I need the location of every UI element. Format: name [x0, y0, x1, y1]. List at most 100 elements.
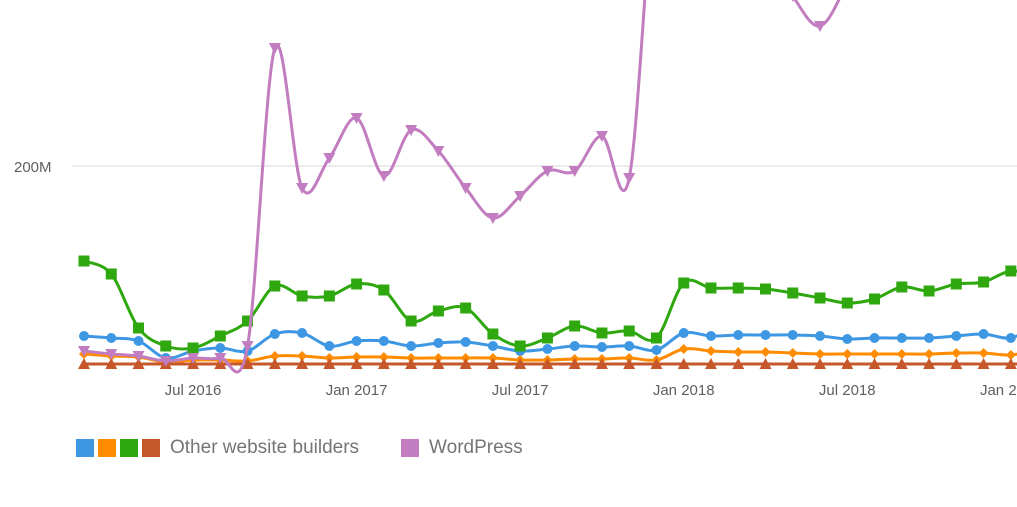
data-point-triangle-up[interactable]	[350, 358, 363, 369]
data-point-square[interactable]	[923, 285, 935, 297]
data-point-triangle-down[interactable]	[814, 21, 827, 32]
data-point-square[interactable]	[841, 297, 853, 309]
data-point-triangle-up[interactable]	[704, 358, 717, 369]
data-point-square[interactable]	[1005, 265, 1017, 277]
data-point-square[interactable]	[487, 328, 499, 340]
data-point-diamond[interactable]	[378, 352, 389, 362]
data-point-triangle-down[interactable]	[787, 0, 799, 2]
data-point-triangle-down[interactable]	[78, 346, 90, 357]
data-point-circle[interactable]	[651, 345, 662, 355]
data-point-diamond[interactable]	[787, 348, 798, 358]
data-point-diamond[interactable]	[297, 351, 308, 361]
data-point-circle[interactable]	[460, 337, 471, 347]
data-point-triangle-up[interactable]	[405, 358, 418, 369]
data-point-triangle-down[interactable]	[541, 166, 554, 177]
legend-item-other-website-builders[interactable]: Other website builders	[76, 437, 401, 459]
data-point-circle[interactable]	[624, 341, 635, 351]
data-point-square[interactable]	[514, 340, 526, 352]
data-point-triangle-down[interactable]	[323, 153, 336, 164]
data-point-triangle-up[interactable]	[950, 358, 963, 369]
data-point-triangle-down[interactable]	[459, 183, 472, 194]
data-point-triangle-up[interactable]	[105, 358, 118, 369]
data-point-diamond[interactable]	[815, 349, 826, 359]
data-point-diamond[interactable]	[842, 349, 853, 359]
data-point-triangle-up[interactable]	[977, 358, 990, 369]
data-point-triangle-down[interactable]	[377, 171, 390, 182]
data-point-square[interactable]	[650, 332, 662, 344]
data-point-triangle-down[interactable]	[432, 146, 445, 157]
data-point-triangle-up[interactable]	[923, 358, 936, 369]
data-point-square[interactable]	[242, 315, 254, 327]
data-point-square[interactable]	[541, 332, 553, 344]
data-point-square[interactable]	[187, 342, 199, 354]
data-point-triangle-up[interactable]	[568, 358, 581, 369]
legend-item-wordpress[interactable]: WordPress	[401, 437, 565, 459]
data-point-circle[interactable]	[896, 333, 907, 343]
data-point-triangle-up[interactable]	[268, 358, 281, 369]
data-point-triangle-up[interactable]	[786, 358, 799, 369]
data-point-circle[interactable]	[705, 331, 716, 341]
data-point-circle[interactable]	[569, 341, 580, 351]
data-point-triangle-down[interactable]	[105, 349, 118, 360]
data-point-square[interactable]	[269, 280, 281, 292]
data-point-triangle-up[interactable]	[1004, 358, 1017, 369]
data-point-triangle-down[interactable]	[132, 351, 145, 362]
data-point-diamond[interactable]	[896, 349, 907, 359]
data-point-circle[interactable]	[433, 338, 444, 348]
data-point-square[interactable]	[705, 282, 717, 294]
data-point-square[interactable]	[814, 292, 826, 304]
data-point-diamond[interactable]	[760, 347, 771, 357]
data-point-square[interactable]	[596, 327, 608, 339]
data-point-circle[interactable]	[297, 328, 308, 338]
data-point-circle[interactable]	[542, 344, 553, 354]
data-point-square[interactable]	[732, 282, 744, 294]
data-point-triangle-down[interactable]	[568, 166, 581, 177]
data-point-square[interactable]	[378, 284, 390, 296]
data-point-square[interactable]	[896, 281, 908, 293]
data-point-circle[interactable]	[487, 341, 498, 351]
data-point-triangle-down[interactable]	[486, 213, 499, 224]
data-point-square[interactable]	[432, 305, 444, 317]
data-point-triangle-up[interactable]	[623, 358, 636, 369]
data-point-triangle-down[interactable]	[214, 353, 227, 364]
data-point-square[interactable]	[214, 330, 226, 342]
data-point-square[interactable]	[78, 255, 90, 267]
data-point-diamond[interactable]	[733, 347, 744, 357]
data-point-triangle-up[interactable]	[78, 358, 90, 369]
data-point-triangle-up[interactable]	[377, 358, 390, 369]
data-point-square[interactable]	[950, 278, 962, 290]
data-point-circle[interactable]	[351, 336, 362, 346]
data-point-circle[interactable]	[678, 328, 689, 338]
data-point-triangle-up[interactable]	[650, 358, 663, 369]
data-point-diamond[interactable]	[678, 344, 689, 354]
data-point-triangle-down[interactable]	[514, 191, 527, 202]
data-point-triangle-down[interactable]	[350, 113, 363, 124]
data-point-square[interactable]	[160, 340, 172, 352]
data-point-triangle-up[interactable]	[759, 358, 772, 369]
data-point-square[interactable]	[787, 287, 799, 299]
data-point-triangle-up[interactable]	[677, 358, 690, 369]
data-point-circle[interactable]	[215, 343, 226, 353]
data-point-diamond[interactable]	[269, 351, 280, 361]
data-point-triangle-up[interactable]	[323, 358, 336, 369]
data-point-square[interactable]	[869, 293, 881, 305]
data-point-circle[interactable]	[869, 333, 880, 343]
data-point-circle[interactable]	[378, 336, 389, 346]
data-point-triangle-up[interactable]	[132, 358, 145, 369]
data-point-triangle-down[interactable]	[595, 131, 608, 142]
data-point-square[interactable]	[678, 277, 690, 289]
data-point-diamond[interactable]	[351, 352, 362, 362]
data-point-circle[interactable]	[815, 331, 826, 341]
data-point-square[interactable]	[623, 325, 635, 337]
data-point-circle[interactable]	[79, 331, 89, 341]
data-point-diamond[interactable]	[924, 349, 935, 359]
data-point-diamond[interactable]	[978, 348, 989, 358]
data-point-circle[interactable]	[406, 341, 417, 351]
data-point-circle[interactable]	[106, 333, 117, 343]
data-point-triangle-down[interactable]	[405, 125, 418, 136]
data-point-diamond[interactable]	[869, 349, 880, 359]
data-point-square[interactable]	[296, 290, 308, 302]
data-point-triangle-up[interactable]	[486, 358, 499, 369]
data-point-triangle-up[interactable]	[459, 358, 472, 369]
data-point-square[interactable]	[105, 268, 117, 280]
